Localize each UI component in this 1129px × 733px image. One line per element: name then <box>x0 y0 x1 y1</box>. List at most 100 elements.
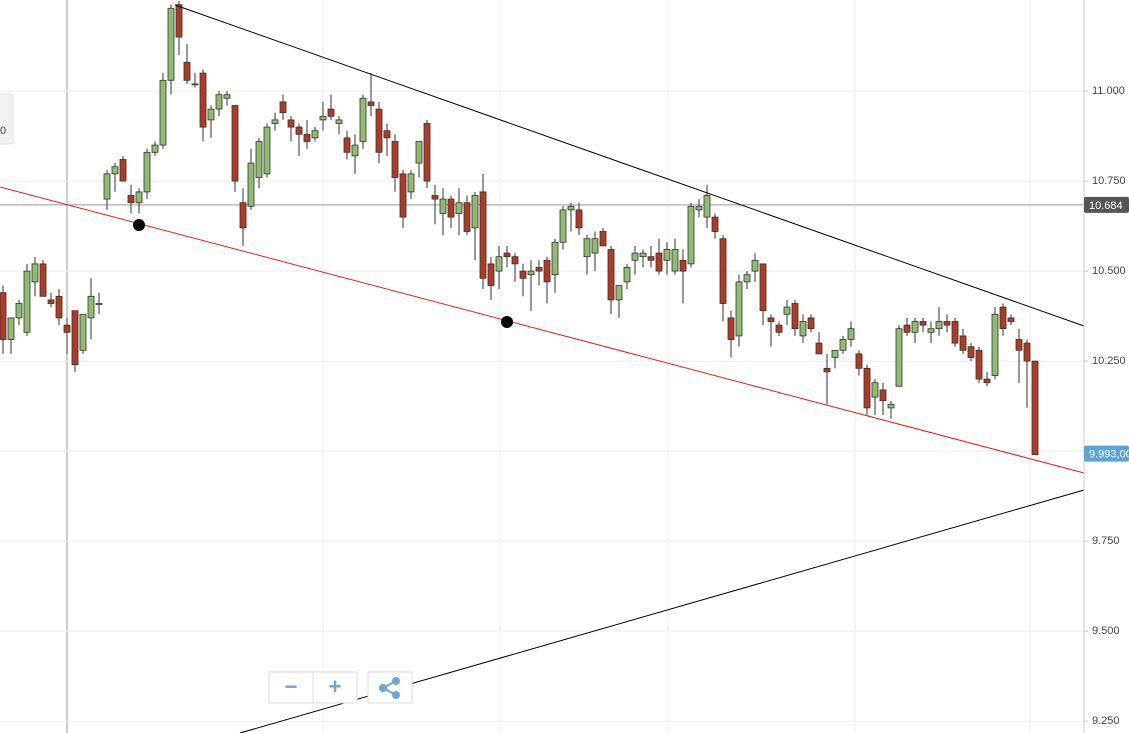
candle-body <box>199 72 207 128</box>
candle-body <box>327 108 335 117</box>
candle-body <box>71 310 79 366</box>
candle-body <box>39 263 47 297</box>
candle-body <box>55 295 63 319</box>
candle-body <box>847 328 855 340</box>
y-tick-label: 9.500 <box>1092 625 1120 637</box>
zoom-out-button[interactable] <box>268 671 314 704</box>
crosshair-label: 10.684 <box>1089 200 1123 212</box>
share-button[interactable] <box>367 671 413 704</box>
candle-body <box>575 209 583 229</box>
candle-body <box>119 159 127 182</box>
candle-body <box>503 252 511 258</box>
candle-body <box>0 292 7 340</box>
candle-body <box>879 389 887 402</box>
candle-body <box>783 306 791 315</box>
trend-line <box>0 186 1085 474</box>
candle-body <box>175 4 183 38</box>
candle-body <box>471 195 479 229</box>
candle-body <box>887 403 895 409</box>
anchor-point[interactable] <box>501 316 513 328</box>
candle-body <box>911 321 919 333</box>
candle-body <box>63 324 71 333</box>
side-tab-label: 0 <box>0 125 6 137</box>
candle-body <box>23 270 31 333</box>
candle-body <box>791 303 799 330</box>
candle-body <box>943 321 951 326</box>
candle-body <box>519 270 527 279</box>
candle-body <box>1007 317 1015 322</box>
candle-body <box>367 101 375 106</box>
candle-body <box>399 173 407 218</box>
candle-body <box>271 119 279 124</box>
candle-body <box>191 83 199 86</box>
y-tick-label: 9.250 <box>1092 715 1120 727</box>
candle-body <box>1023 342 1031 362</box>
zoom-in-button[interactable] <box>312 671 358 704</box>
candle-body <box>935 321 943 330</box>
last_price-tag <box>1084 445 1129 462</box>
candle-body <box>815 342 823 355</box>
candle-body <box>1031 360 1039 456</box>
candle-body <box>799 321 807 337</box>
y-tick-label: 11.000 <box>1092 85 1125 97</box>
candle-body <box>335 119 343 124</box>
candle-body <box>231 105 239 182</box>
candle-body <box>567 205 575 211</box>
candle-body <box>127 195 135 204</box>
candle-body <box>607 249 615 301</box>
candle-body <box>687 205 695 265</box>
y-tick-label: 10.750 <box>1092 175 1126 187</box>
candle-body <box>151 144 159 153</box>
candle-body <box>463 202 471 232</box>
candle-body <box>1015 339 1023 351</box>
crosshair-tag <box>1084 196 1129 213</box>
candle-body <box>215 94 223 110</box>
candle-body <box>775 324 783 333</box>
candle-body <box>319 115 327 121</box>
vertical-grid <box>66 0 1031 733</box>
candle-body <box>415 141 423 164</box>
candle-body <box>663 249 671 261</box>
candle-body <box>615 285 623 301</box>
side-tab[interactable]: 0 <box>0 93 14 145</box>
candle-body <box>951 321 959 344</box>
candle-body <box>31 263 39 283</box>
candle-body <box>583 238 591 258</box>
candle-body <box>279 101 287 114</box>
candle-body <box>671 249 679 272</box>
candle-body <box>639 252 647 258</box>
candle-body <box>79 313 87 351</box>
candle-body <box>623 267 631 283</box>
candle-body <box>103 173 111 200</box>
zoom-controls: − + <box>268 671 413 704</box>
candle-body <box>15 303 23 319</box>
candle-body <box>351 144 359 157</box>
candle-body <box>695 205 703 211</box>
candle-body <box>727 317 735 340</box>
candle-body <box>407 173 415 193</box>
candle-body <box>631 252 639 261</box>
candle-body <box>895 328 903 387</box>
candle-body <box>599 231 607 247</box>
anchor-point[interactable] <box>133 219 145 231</box>
candle-body <box>111 166 119 175</box>
zoom-out-label: − <box>285 674 298 699</box>
last_price-label: 9.993,00 <box>1089 449 1129 461</box>
candle-body <box>479 191 487 279</box>
candle-body <box>767 317 775 322</box>
trend-line <box>174 4 1085 327</box>
candle-body <box>647 256 655 261</box>
candle-body <box>919 321 927 326</box>
candle-body <box>487 263 495 286</box>
candle-body <box>247 162 255 207</box>
candle-body <box>135 191 143 204</box>
candle-body <box>535 267 543 272</box>
y-tick-label: 10.250 <box>1092 355 1126 367</box>
trend-line <box>239 489 1085 733</box>
candle-body <box>343 137 351 153</box>
candle-body <box>143 151 151 193</box>
candle-body <box>431 195 439 200</box>
candle-body <box>679 259 687 272</box>
candle-body <box>295 126 303 135</box>
candle-body <box>207 108 215 121</box>
